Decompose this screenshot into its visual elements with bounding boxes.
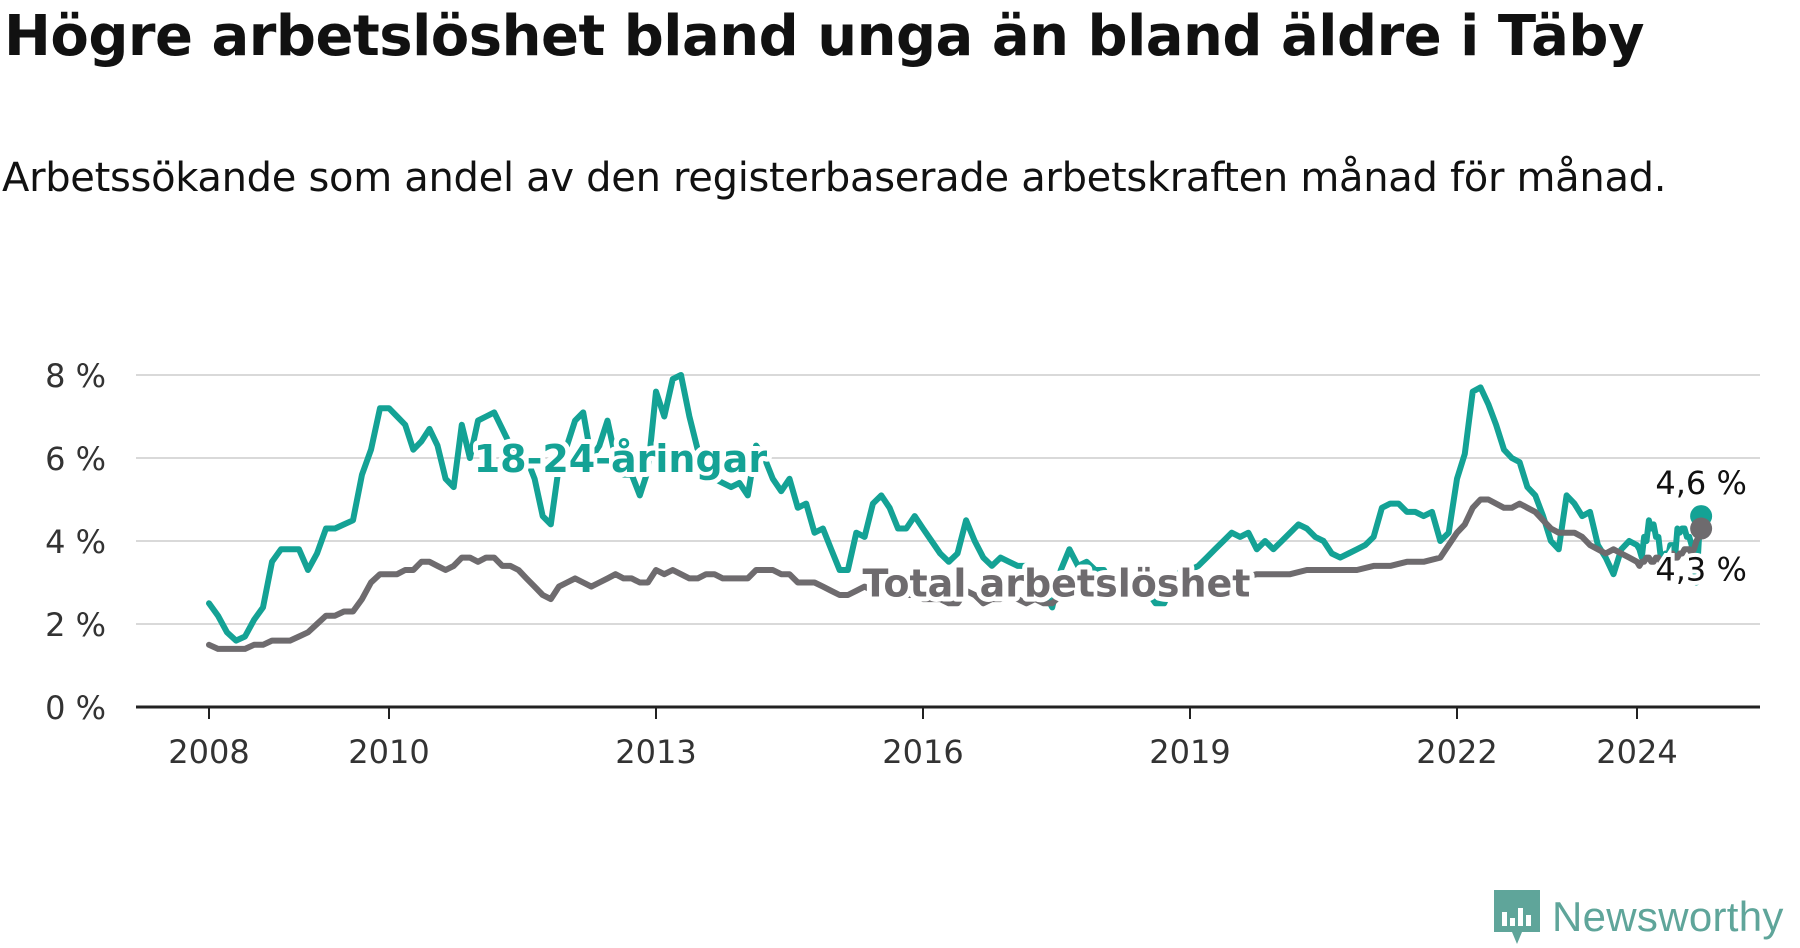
x-tick-label: 2019 [1149, 733, 1230, 771]
end-label-youth: 4,6 % [1655, 464, 1746, 502]
series-label-halo: 18-24-åringar [474, 437, 768, 481]
y-tick-label: 6 % [45, 440, 106, 478]
end-label-halo: 4,3 % [1655, 551, 1746, 589]
x-tick-label: 2008 [168, 733, 249, 771]
x-tick-label: 2010 [348, 733, 429, 771]
newsworthy-logo[interactable]: Newsworthy [1492, 888, 1784, 946]
chart-title: Högre arbetslöshet bland unga än bland ä… [4, 4, 1644, 69]
series-label-youth: 18-24-åringar [474, 437, 768, 481]
newsworthy-logo-icon [1494, 890, 1540, 944]
y-tick-label: 4 % [45, 523, 106, 561]
series-end-marker-total [1690, 517, 1713, 540]
x-tick-label: 2013 [615, 733, 696, 771]
x-tick-label: 2022 [1416, 733, 1497, 771]
series-label-total: Total arbetslöshet [863, 562, 1251, 606]
end-label-halo: 4,6 % [1655, 464, 1746, 502]
x-tick-label: 2016 [882, 733, 963, 771]
y-tick-label: 2 % [45, 606, 106, 644]
series-label-halo: Total arbetslöshet [863, 562, 1251, 606]
series-line-total [206, 496, 1705, 652]
chart-subtitle: Arbetssökande som andel av den registerb… [2, 155, 1667, 201]
end-label-total: 4,3 % [1655, 551, 1746, 589]
brand-name: Newsworthy [1552, 893, 1784, 940]
y-tick-label: 8 % [45, 357, 106, 395]
y-tick-label: 0 % [45, 689, 106, 727]
x-tick-label: 2024 [1596, 733, 1677, 771]
series-line-youth [206, 372, 1705, 644]
